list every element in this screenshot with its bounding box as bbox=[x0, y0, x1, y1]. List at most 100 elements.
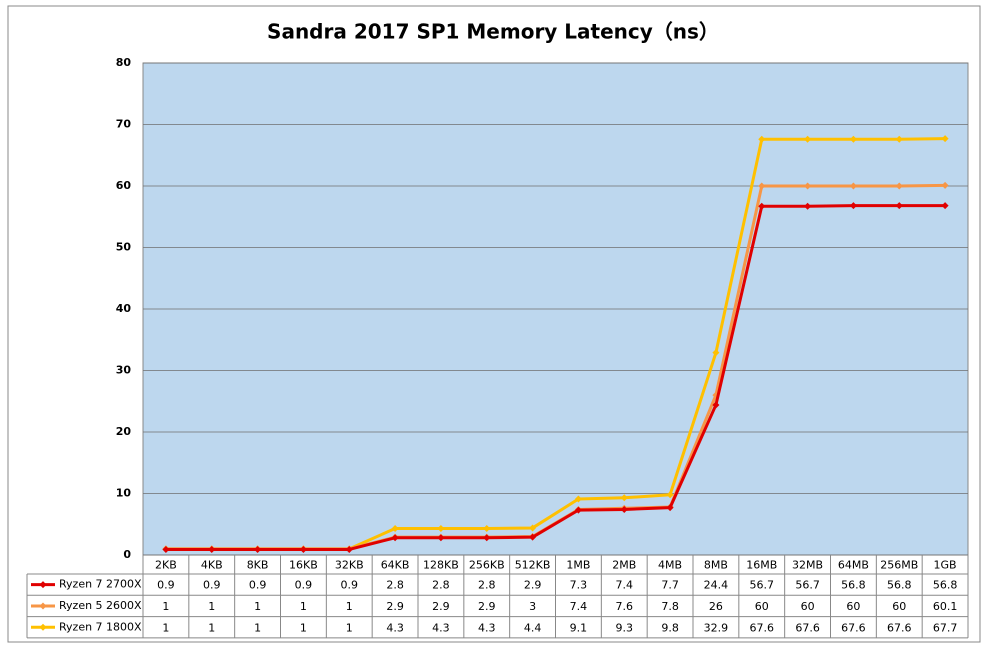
point-marker bbox=[666, 504, 674, 512]
point-marker bbox=[849, 202, 857, 210]
point-marker bbox=[483, 525, 491, 533]
table-value: 7.4 bbox=[570, 600, 588, 613]
table-value: 60 bbox=[846, 600, 860, 613]
point-marker bbox=[345, 545, 353, 553]
point-marker bbox=[666, 491, 674, 499]
table-value: 67.6 bbox=[887, 621, 912, 634]
table-value: 1 bbox=[346, 600, 353, 613]
y-tick-label: 10 bbox=[116, 487, 132, 500]
table-value: 7.6 bbox=[616, 600, 634, 613]
y-tick-label: 40 bbox=[116, 302, 132, 315]
x-tick-label: 16MB bbox=[746, 559, 777, 572]
x-tick-label: 256KB bbox=[469, 559, 505, 572]
y-tick-label: 70 bbox=[116, 118, 132, 131]
table-value: 1 bbox=[300, 621, 307, 634]
point-marker bbox=[804, 202, 812, 210]
table-value: 9.1 bbox=[570, 621, 588, 634]
legend-label: Ryzen 5 2600X bbox=[59, 599, 142, 612]
table-value: 56.7 bbox=[750, 579, 775, 592]
table-value: 0.9 bbox=[295, 579, 313, 592]
point-marker bbox=[483, 534, 491, 542]
x-tick-label: 8MB bbox=[704, 559, 728, 572]
point-marker bbox=[941, 202, 949, 210]
point-marker bbox=[620, 505, 628, 513]
point-marker bbox=[758, 182, 766, 190]
x-tick-label: 2MB bbox=[612, 559, 636, 572]
table-value: 7.3 bbox=[570, 579, 588, 592]
table-value: 1 bbox=[208, 600, 215, 613]
point-marker bbox=[208, 545, 216, 553]
x-tick-label: 512KB bbox=[515, 559, 551, 572]
point-marker bbox=[712, 401, 720, 409]
table-value: 67.6 bbox=[795, 621, 820, 634]
x-tick-label: 64KB bbox=[381, 559, 410, 572]
point-marker bbox=[849, 135, 857, 143]
point-marker bbox=[574, 495, 582, 503]
table-value: 67.6 bbox=[750, 621, 775, 634]
point-marker bbox=[804, 135, 812, 143]
y-tick-label: 50 bbox=[116, 241, 132, 254]
point-marker bbox=[941, 181, 949, 189]
point-marker bbox=[895, 135, 903, 143]
y-tick-label: 20 bbox=[116, 425, 132, 438]
x-tick-label: 8KB bbox=[247, 559, 269, 572]
table-value: 56.8 bbox=[887, 579, 912, 592]
table-value: 60 bbox=[755, 600, 769, 613]
point-marker bbox=[437, 525, 445, 533]
point-marker bbox=[391, 534, 399, 542]
legend-label: Ryzen 7 2700X bbox=[59, 578, 142, 591]
table-value: 67.7 bbox=[933, 621, 958, 634]
table-value: 1 bbox=[162, 600, 169, 613]
table-value: 1 bbox=[346, 621, 353, 634]
table-value: 1 bbox=[162, 621, 169, 634]
table-value: 4.3 bbox=[478, 621, 496, 634]
table-value: 1 bbox=[300, 600, 307, 613]
table-value: 56.8 bbox=[841, 579, 866, 592]
x-tick-label: 256MB bbox=[880, 559, 918, 572]
x-tick-label: 16KB bbox=[289, 559, 318, 572]
table-value: 4.3 bbox=[432, 621, 450, 634]
legend-marker bbox=[39, 602, 47, 610]
table-value: 2.9 bbox=[478, 600, 496, 613]
table-value: 2.9 bbox=[386, 600, 404, 613]
x-tick-label: 32KB bbox=[335, 559, 364, 572]
table-value: 7.4 bbox=[616, 579, 634, 592]
table-value: 56.8 bbox=[933, 579, 958, 592]
x-tick-label: 1GB bbox=[934, 559, 957, 572]
point-marker bbox=[529, 533, 537, 541]
legend-marker bbox=[39, 581, 47, 589]
legend-label: Ryzen 7 1800X bbox=[59, 620, 142, 633]
table-value: 0.9 bbox=[157, 579, 175, 592]
table-value: 7.8 bbox=[661, 600, 679, 613]
table-value: 4.3 bbox=[386, 621, 404, 634]
table-value: 4.4 bbox=[524, 621, 542, 634]
point-marker bbox=[437, 534, 445, 542]
table-value: 56.7 bbox=[795, 579, 820, 592]
point-marker bbox=[849, 182, 857, 190]
table-value: 9.8 bbox=[661, 621, 679, 634]
point-marker bbox=[941, 135, 949, 143]
table-value: 2.9 bbox=[524, 579, 542, 592]
point-marker bbox=[529, 524, 537, 532]
point-marker bbox=[712, 349, 720, 357]
table-value: 2.8 bbox=[386, 579, 404, 592]
table-value: 1 bbox=[254, 600, 261, 613]
series-line bbox=[165, 204, 946, 551]
table-value: 60 bbox=[892, 600, 906, 613]
y-tick-label: 0 bbox=[123, 548, 131, 561]
table-value: 0.9 bbox=[249, 579, 267, 592]
table-value: 26 bbox=[709, 600, 723, 613]
table-value: 32.9 bbox=[704, 621, 729, 634]
point-marker bbox=[895, 182, 903, 190]
table-value: 60.1 bbox=[933, 600, 958, 613]
table-value: 9.3 bbox=[616, 621, 634, 634]
table-value: 60 bbox=[801, 600, 815, 613]
point-marker bbox=[574, 506, 582, 514]
table-value: 1 bbox=[208, 621, 215, 634]
table-value: 0.9 bbox=[341, 579, 359, 592]
table-value: 2.8 bbox=[478, 579, 496, 592]
point-marker bbox=[391, 525, 399, 533]
point-marker bbox=[758, 202, 766, 210]
point-marker bbox=[162, 545, 170, 553]
